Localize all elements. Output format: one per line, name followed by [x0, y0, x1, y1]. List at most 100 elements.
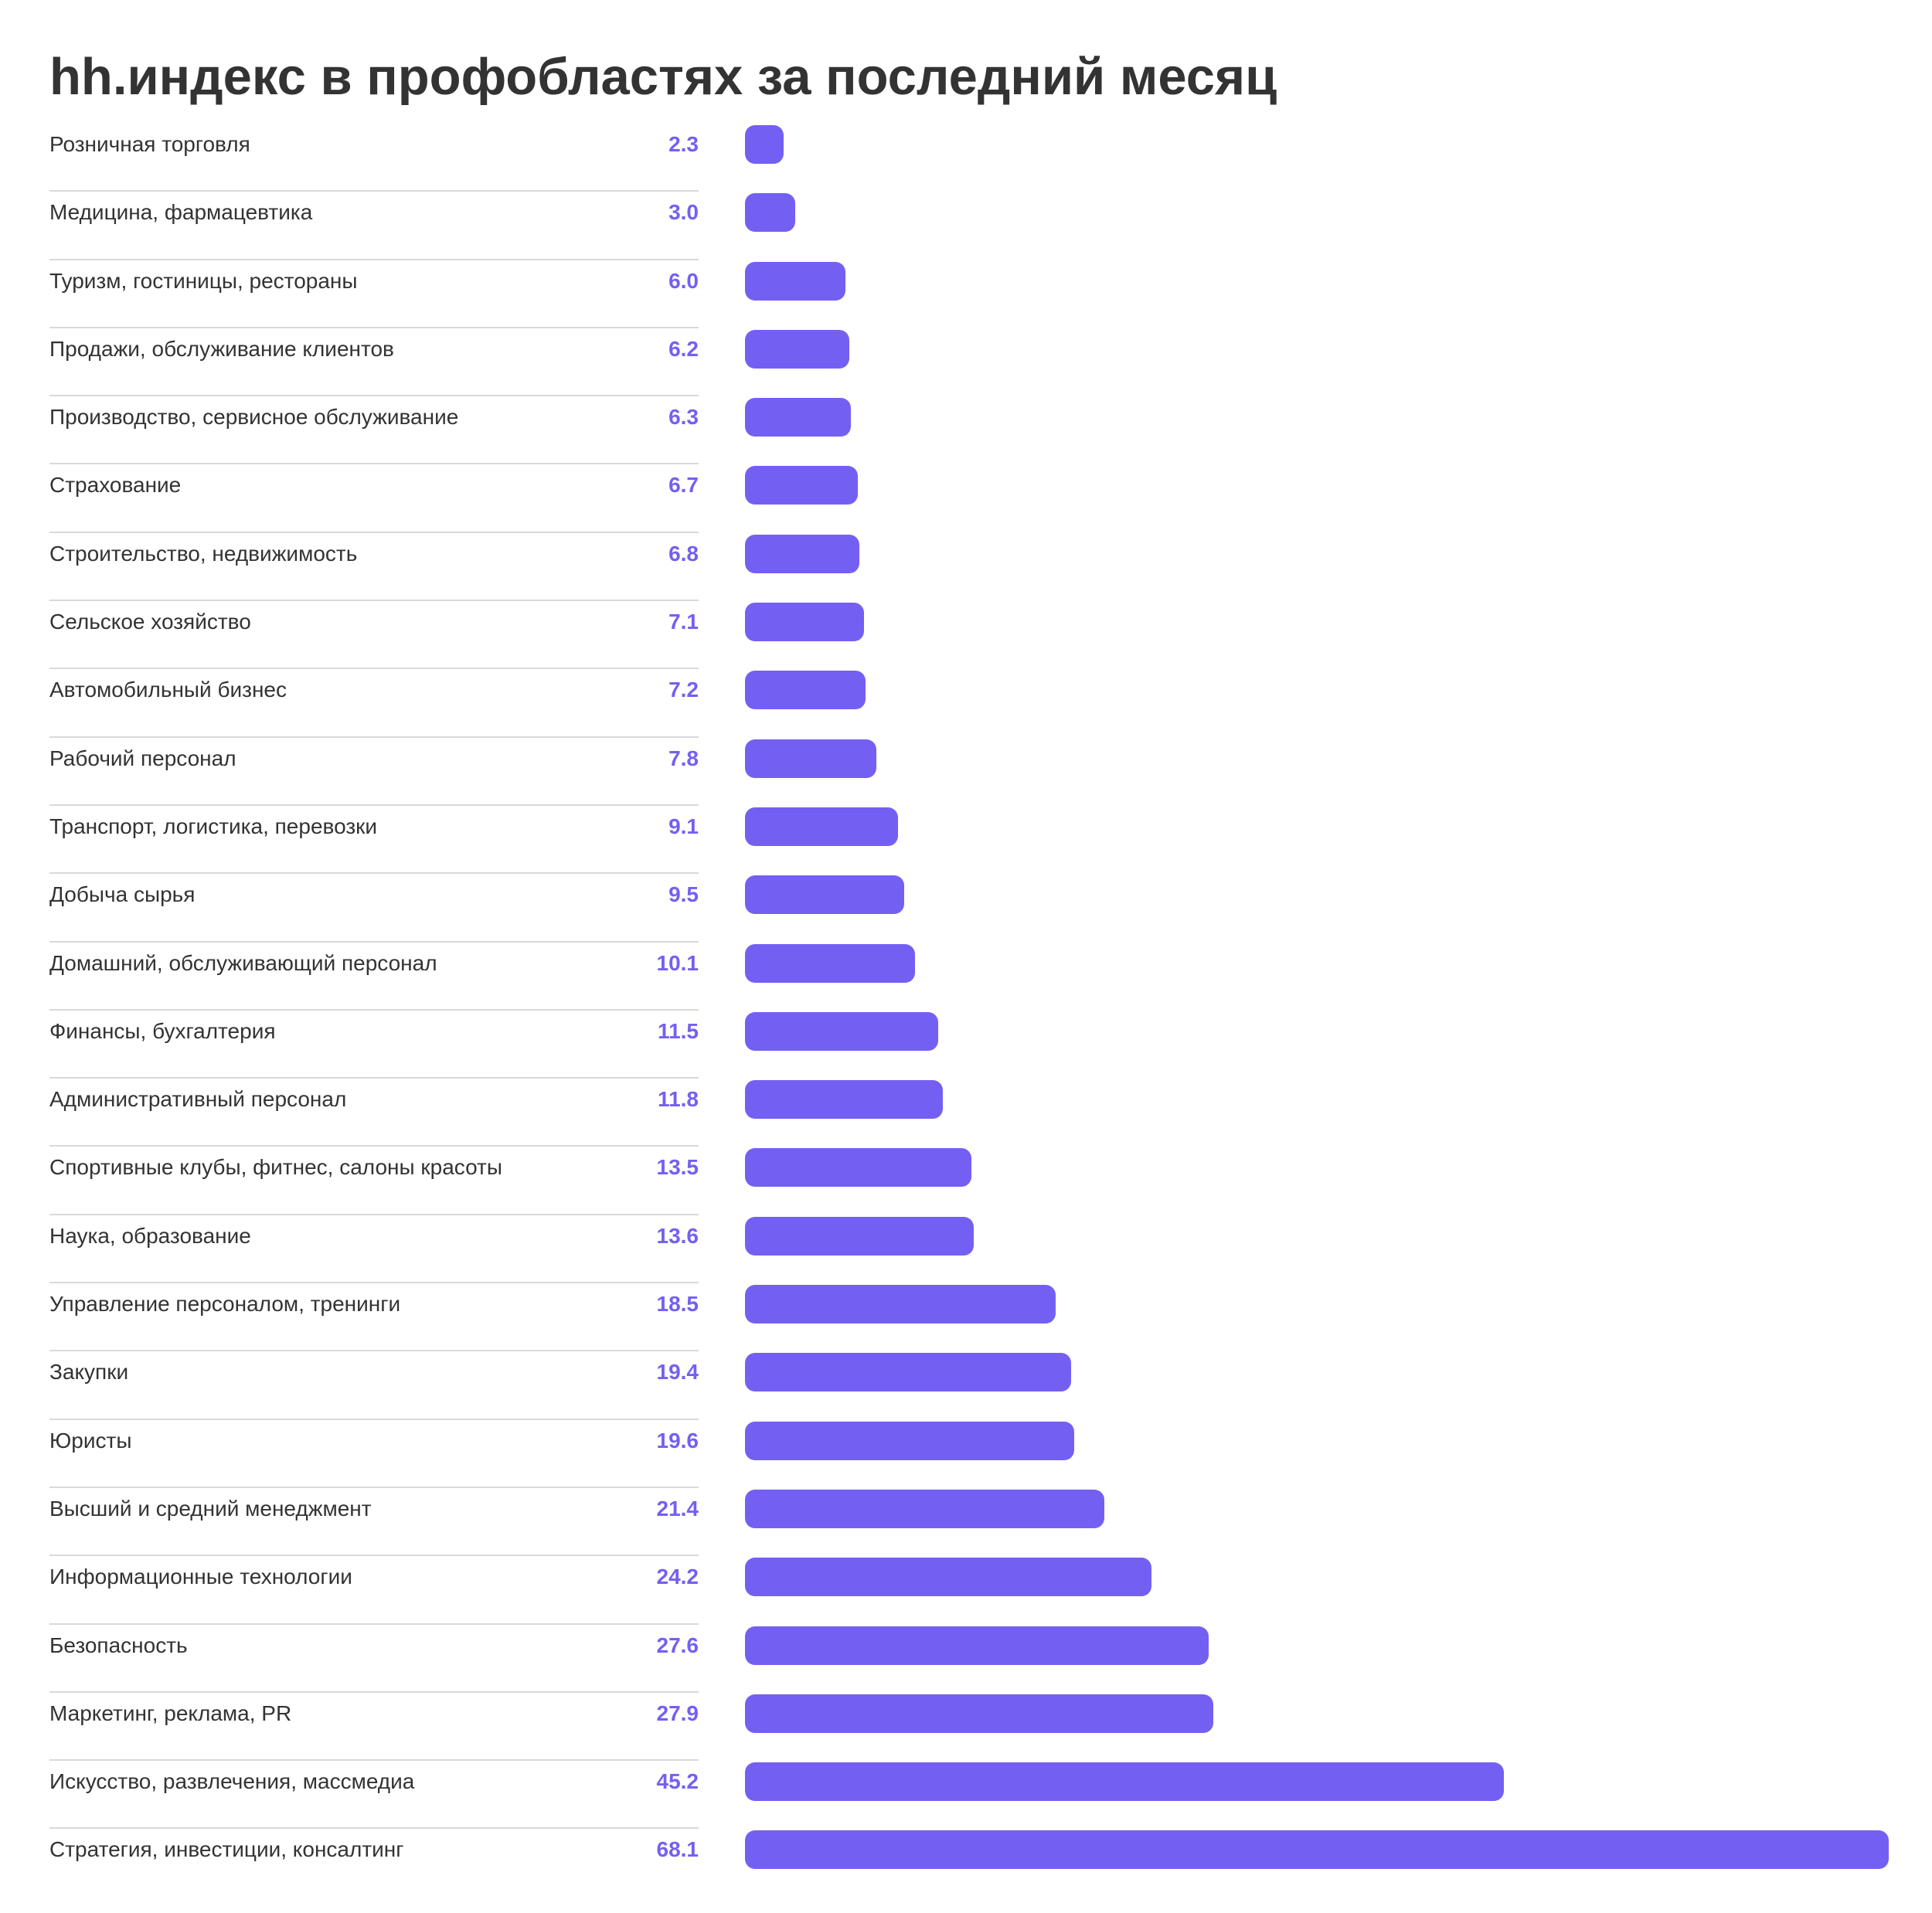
bar — [745, 1353, 1071, 1392]
value-label: 11.5 — [658, 1018, 699, 1043]
value-label: 9.5 — [668, 882, 699, 907]
bar — [745, 1148, 972, 1188]
category-label: Юристы — [49, 1428, 132, 1453]
category-label: Туризм, гостиницы, рестораны — [49, 268, 358, 293]
row-divider — [49, 531, 699, 533]
category-label: Производство, сервисное обслуживание — [49, 405, 459, 430]
value-label: 6.3 — [668, 405, 699, 430]
bar-row: Рабочий персонал 7.8 — [49, 738, 1898, 806]
value-label: 13.5 — [656, 1155, 699, 1180]
row-divider — [49, 940, 699, 943]
value-label: 7.2 — [668, 678, 699, 702]
bar-row: Искусство, развлечения, массмедиа 45.2 — [49, 1761, 1898, 1830]
bar — [745, 943, 915, 983]
value-label: 6.0 — [668, 268, 699, 293]
value-label: 21.4 — [656, 1496, 699, 1521]
bar-row: Домашний, обслуживающий персонал 10.1 — [49, 943, 1898, 1011]
bar — [745, 1421, 1074, 1460]
bar — [745, 466, 858, 505]
bar — [745, 1080, 944, 1120]
category-label: Транспорт, логистика, перевозки — [49, 814, 378, 838]
value-label: 18.5 — [656, 1292, 699, 1317]
bar-row: Безопасность 27.6 — [49, 1625, 1898, 1693]
bar — [745, 603, 865, 642]
row-divider — [49, 736, 699, 738]
row-divider — [49, 326, 699, 328]
row-divider — [49, 1418, 699, 1420]
bar-row: Медицина, фармацевтика 3.0 — [49, 192, 1898, 260]
value-label: 6.8 — [668, 541, 699, 566]
bar-row: Добыча сырья 9.5 — [49, 874, 1898, 943]
value-label: 6.2 — [668, 336, 699, 361]
bar-row: Продажи, обслуживание клиентов 6.2 — [49, 328, 1898, 397]
bar — [745, 193, 796, 233]
value-label: 13.6 — [656, 1223, 699, 1248]
category-label: Наука, образование — [49, 1223, 251, 1248]
bar-row: Административный персонал 11.8 — [49, 1079, 1898, 1147]
value-label: 6.7 — [668, 473, 699, 498]
value-label: 27.9 — [656, 1701, 699, 1725]
bar-row: Наука, образование 13.6 — [49, 1215, 1898, 1284]
row-divider — [49, 258, 699, 260]
bar — [745, 261, 846, 301]
bar — [745, 1626, 1209, 1665]
bar — [745, 1489, 1105, 1528]
bar — [745, 739, 876, 778]
bar-chart: Розничная торговля 2.3 Медицина, фармацевт… — [49, 124, 1898, 1898]
bar-row: Спортивные клубы, фитнес, салоны красоты… — [49, 1147, 1898, 1215]
bar — [745, 807, 898, 846]
row-divider — [49, 1008, 699, 1011]
bar — [745, 1558, 1151, 1597]
row-divider — [49, 1622, 699, 1625]
row-divider — [49, 463, 699, 465]
bar — [745, 125, 784, 164]
bar-row: Строительство, недвижимость 6.8 — [49, 533, 1898, 602]
value-label: 11.8 — [658, 1087, 699, 1112]
category-label: Информационные технологии — [49, 1565, 352, 1589]
row-divider — [49, 1282, 699, 1284]
bar-row: Страхование 6.7 — [49, 464, 1898, 533]
category-label: Рабочий персонал — [49, 746, 236, 770]
bar-row: Транспорт, логистика, перевозки 9.1 — [49, 806, 1898, 875]
row-divider — [49, 600, 699, 602]
bar-row: Маркетинг, реклама, PR 27.9 — [49, 1693, 1898, 1762]
bar — [745, 398, 851, 437]
bar — [745, 1694, 1214, 1733]
row-divider — [49, 1145, 699, 1147]
category-label: Строительство, недвижимость — [49, 541, 358, 566]
row-divider — [49, 804, 699, 806]
row-divider — [49, 1690, 699, 1693]
category-label: Страхование — [49, 473, 182, 498]
row-divider — [49, 1077, 699, 1079]
value-label: 10.1 — [656, 950, 699, 975]
bar-row: Информационные технологии 24.2 — [49, 1556, 1898, 1625]
value-label: 2.3 — [668, 132, 699, 156]
value-label: 19.6 — [656, 1428, 699, 1453]
value-label: 68.1 — [656, 1837, 699, 1862]
category-label: Стратегия, инвестиции, консалтинг — [49, 1837, 404, 1862]
bar-row: Производство, сервисное обслуживание 6.3 — [49, 396, 1898, 465]
row-divider — [49, 668, 699, 670]
value-label: 45.2 — [656, 1769, 699, 1794]
category-label: Искусство, развлечения, массмедиа — [49, 1769, 415, 1794]
chart-title: hh.индекс в профобластях за последний ме… — [49, 48, 1277, 106]
value-label: 9.1 — [668, 814, 699, 838]
row-divider — [49, 1213, 699, 1215]
bar-row: Туризм, гостиницы, рестораны 6.0 — [49, 260, 1898, 328]
row-divider — [49, 1759, 699, 1762]
category-label: Высший и средний менеджмент — [49, 1496, 372, 1521]
category-label: Автомобильный бизнес — [49, 678, 287, 702]
bar-row: Управление персоналом, тренинги 18.5 — [49, 1283, 1898, 1352]
bar — [745, 1011, 938, 1051]
bar-row: Автомобильный бизнес 7.2 — [49, 669, 1898, 738]
category-label: Административный персонал — [49, 1087, 347, 1112]
category-label: Сельское хозяйство — [49, 610, 251, 634]
category-label: Спортивные клубы, фитнес, салоны красоты — [49, 1155, 503, 1180]
value-label: 3.0 — [668, 200, 699, 225]
bar — [745, 329, 849, 369]
value-label: 24.2 — [656, 1565, 699, 1589]
bar — [745, 534, 859, 573]
row-divider — [49, 1827, 699, 1830]
bar — [745, 1830, 1889, 1870]
value-label: 19.4 — [656, 1360, 699, 1385]
